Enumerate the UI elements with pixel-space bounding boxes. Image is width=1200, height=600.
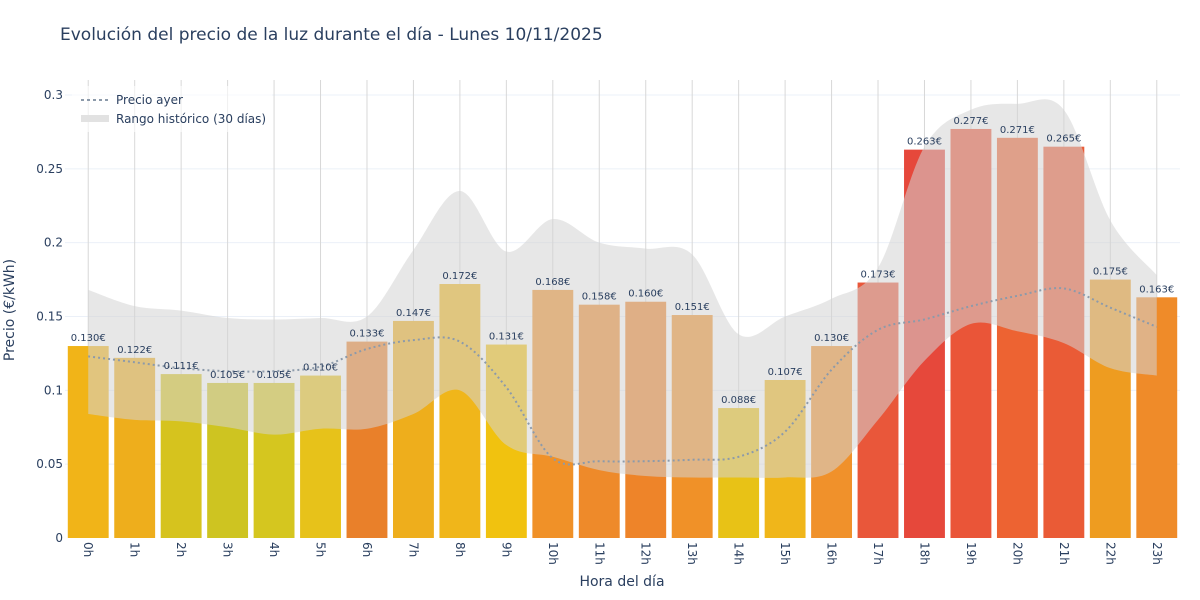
x-tick-label: 19h [964,542,978,565]
x-tick-label: 15h [778,542,792,565]
x-tick-label: 3h [221,542,235,557]
x-axis-ticks: 0h 1h 2h 3h 4h 5h 6h 7h 8h 9h 10h 11h 12h 13h 14h 15h 16… [81,542,1164,565]
bar-value-label: 0.163€ [1139,284,1174,295]
y-axis-ticks: 0 0.05 0.1 0.15 0.2 0.25 0.3 [36,88,63,545]
bar-value-label: 0.147€ [396,308,431,319]
y-tick-label: 0.1 [44,383,63,397]
legend-item-rango-historico[interactable]: Rango histórico (30 días) [81,112,266,126]
x-tick-label: 9h [499,542,513,557]
bar-value-label: 0.110€ [303,363,338,374]
y-tick-label: 0.2 [44,236,63,250]
x-tick-label: 7h [406,542,420,557]
x-tick-label: 13h [685,542,699,565]
x-tick-label: 5h [314,542,328,557]
x-tick-label: 16h [825,542,839,565]
bar-value-label: 0.265€ [1046,134,1081,145]
bar-value-label: 0.175€ [1093,267,1128,278]
x-tick-label: 21h [1057,542,1071,565]
bar-value-label: 0.168€ [535,277,570,288]
historic-range-layer [88,99,1157,478]
y-axis-title: Precio (€/kWh) [2,259,18,361]
bar-value-label: 0.151€ [675,302,710,313]
x-tick-label: 4h [267,542,281,557]
bar-value-label: 0.105€ [257,370,292,381]
bar-value-label: 0.263€ [907,137,942,148]
x-tick-label: 18h [917,542,931,565]
legend-band-swatch [81,115,109,122]
x-tick-label: 20h [1010,542,1024,565]
y-tick-label: 0.15 [36,310,63,324]
x-axis-title: Hora del día [579,574,664,590]
y-tick-label: 0.3 [44,88,63,102]
bar-labels-layer: 0.130€ 0.122€ 0.111€ 0.105€ 0.105€ 0.110€ 0.13… [71,116,1175,406]
x-tick-label: 0h [81,542,95,557]
x-tick-label: 17h [871,542,885,565]
legend-label-precio-ayer: Precio ayer [116,93,183,107]
bar-value-label: 0.160€ [628,289,663,300]
x-tick-label: 1h [128,542,142,557]
legend-item-precio-ayer[interactable]: Precio ayer [81,93,183,107]
bar-value-label: 0.133€ [349,329,384,340]
bar-value-label: 0.130€ [814,333,849,344]
yesterday-price-line [88,287,1158,466]
legend-background [72,86,272,132]
y-tick-label: 0.05 [36,457,63,471]
chart-title: Evolución del precio de la luz durante e… [60,25,603,45]
x-tick-label: 12h [639,542,653,565]
x-tick-label: 23h [1150,542,1164,565]
x-tick-label: 6h [360,542,374,557]
bar-value-label: 0.105€ [210,370,245,381]
x-tick-label: 22h [1103,542,1117,565]
historic-range-band [88,99,1157,478]
bar-value-label: 0.277€ [953,116,988,127]
y-tick-label: 0 [55,531,63,545]
yesterday-line-layer [88,287,1158,466]
y-tick-label: 0.25 [36,162,63,176]
x-tick-label: 8h [453,542,467,557]
bar-value-label: 0.158€ [582,292,617,303]
bar-value-label: 0.111€ [164,361,199,372]
bar-value-label: 0.130€ [71,333,106,344]
legend-label-rango-historico: Rango histórico (30 días) [116,112,266,126]
bar-value-label: 0.271€ [1000,125,1035,136]
x-tick-label: 10h [546,542,560,565]
x-tick-label: 2h [174,542,188,557]
bar-value-label: 0.107€ [768,367,803,378]
legend: Precio ayer Rango histórico (30 días) [72,86,272,132]
bar-value-label: 0.131€ [489,332,524,343]
bar-value-label: 0.172€ [442,271,477,282]
bar-value-label: 0.122€ [117,345,152,356]
x-tick-label: 14h [732,542,746,565]
bar-value-label: 0.088€ [721,395,756,406]
x-tick-label: 11h [592,542,606,565]
bar-value-label: 0.173€ [861,270,896,281]
